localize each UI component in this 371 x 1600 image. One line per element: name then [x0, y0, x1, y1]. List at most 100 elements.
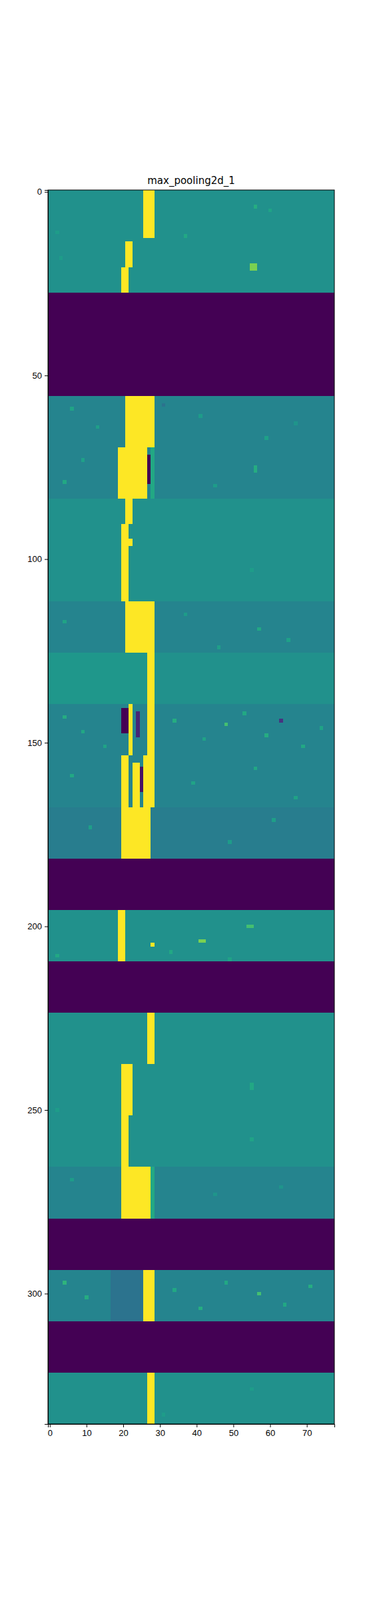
y-tick-mark: [44, 925, 48, 927]
heatmap-cell: [139, 765, 144, 792]
x-tick-label: 50: [229, 1426, 239, 1437]
heatmap-cell: [198, 413, 203, 418]
heatmap-cell: [55, 953, 60, 958]
heatmap-cell: [191, 780, 196, 785]
heatmap-cell: [283, 1301, 288, 1306]
y-tick-label: 0: [37, 186, 42, 197]
heatmap-cell: [47, 189, 335, 242]
heatmap-cell: [227, 839, 232, 844]
x-tick-mark: [86, 1422, 88, 1427]
heatmap-cell: [47, 857, 335, 910]
heatmap-cell: [169, 949, 174, 954]
x-tick: 70: [302, 1422, 312, 1437]
heatmap-cell: [308, 1283, 313, 1288]
heatmap-cell: [249, 567, 254, 572]
y-tick-mark: [44, 558, 48, 560]
heatmap-cell: [47, 806, 335, 858]
heatmap-cell: [47, 600, 335, 653]
heatmap-cell: [147, 703, 155, 755]
y-tick-mark: [44, 1109, 48, 1110]
x-tick-mark: [123, 1422, 124, 1427]
heatmap-cell: [150, 941, 155, 946]
heatmap-cell: [47, 1371, 335, 1423]
heatmap-cell: [47, 652, 148, 704]
heatmap-cell: [253, 464, 258, 473]
heatmap-cell: [224, 1279, 229, 1284]
heatmap-cell: [121, 1063, 133, 1115]
heatmap-cell: [135, 710, 140, 737]
heatmap-cell: [147, 1011, 155, 1064]
heatmap-cell: [47, 549, 335, 601]
heatmap-cell: [62, 714, 67, 719]
heatmap-cell: [47, 703, 335, 755]
heatmap-cell: [69, 406, 74, 411]
heatmap-cell: [279, 718, 284, 723]
heatmap-cell: [47, 498, 335, 550]
heatmap-cell: [246, 923, 254, 928]
heatmap-cell: [117, 446, 148, 499]
y-tick-label: 50: [32, 370, 42, 381]
heatmap-cell: [249, 1386, 254, 1391]
heatmap-cell: [293, 420, 298, 425]
heatmap-cell: [183, 233, 188, 238]
heatmap-cell: [271, 817, 276, 822]
heatmap-cell: [198, 938, 206, 943]
heatmap-cell: [150, 1165, 155, 1217]
heatmap-cell: [55, 230, 60, 235]
y-tick-label: 300: [27, 1287, 42, 1298]
heatmap-cell: [62, 1279, 67, 1284]
x-tick: 50: [229, 1422, 239, 1437]
heatmap-cell: [47, 1320, 335, 1372]
plot-frame: [47, 189, 335, 1423]
heatmap-cell: [47, 1165, 335, 1217]
heatmap-cell: [125, 241, 133, 268]
heatmap-cell: [253, 765, 258, 770]
heatmap-cell: [143, 1268, 155, 1321]
heatmap-cell: [121, 549, 129, 601]
heatmap-cell: [253, 204, 258, 209]
heatmap-cell: [110, 1268, 144, 1321]
chart: 010203040506070050100150200250300max_poo…: [0, 0, 371, 1599]
heatmap-cell: [47, 754, 335, 806]
heatmap-cell: [150, 446, 155, 499]
heatmap-cell: [47, 960, 335, 1012]
heatmap-cell: [227, 956, 232, 961]
x-tick-mark: [159, 1422, 161, 1427]
heatmap-cell: [147, 1371, 155, 1423]
x-tick-label: 40: [192, 1426, 202, 1437]
x-tick: 20: [118, 1422, 128, 1437]
heatmap-cell: [103, 743, 108, 748]
cells: [47, 189, 335, 1423]
x-tick-label: 60: [265, 1426, 276, 1437]
heatmap-cell: [301, 743, 306, 748]
heatmap-cell: [121, 754, 129, 806]
x-tick-label: 0: [47, 1426, 53, 1437]
x-tick: 60: [265, 1422, 276, 1437]
heatmap-cell: [249, 263, 258, 271]
x-tick-mark: [49, 1422, 51, 1427]
heatmap-cell: [286, 637, 291, 642]
heatmap-cell: [264, 732, 269, 737]
x-axis-line: [48, 1423, 336, 1427]
x-tick: 40: [192, 1422, 202, 1437]
heatmap-cell: [213, 1191, 218, 1196]
x-tick-mark: [233, 1422, 234, 1427]
heatmap-cell: [121, 806, 151, 858]
heatmap-cell: [121, 1114, 129, 1166]
y-axis: 050100150200250300: [27, 186, 48, 1423]
heatmap-cell: [69, 773, 74, 778]
x-tick-mark: [307, 1422, 308, 1427]
heatmap-cell: [279, 1184, 284, 1189]
heatmap-cell: [224, 722, 229, 727]
heatmap-cell: [183, 612, 188, 617]
heatmap-cell: [125, 395, 155, 447]
y-tick-label: 250: [27, 1104, 42, 1115]
y-tick: 100: [27, 553, 48, 564]
heatmap-cell: [125, 600, 155, 653]
x-tick-label: 70: [302, 1426, 312, 1437]
heatmap-cell: [47, 1217, 335, 1269]
x-tick-label: 20: [118, 1426, 128, 1437]
heatmap-cell: [161, 402, 166, 407]
y-tick-mark: [44, 374, 48, 376]
y-tick-mark: [44, 1292, 48, 1293]
